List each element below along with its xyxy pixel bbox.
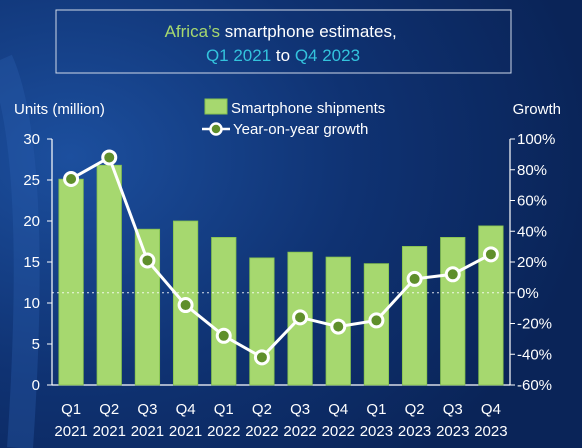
x-tick-label-year: 2021: [131, 423, 164, 440]
background-swoosh: [0, 54, 40, 448]
legend-swatch-marker: [209, 122, 223, 136]
x-tick-label-quarter: Q4: [328, 401, 348, 418]
y-right-tick-label: -40%: [517, 346, 552, 363]
legend: Smartphone shipments Year-on-year growth: [202, 98, 385, 138]
growth-point: [63, 170, 80, 187]
bar: [249, 257, 275, 386]
x-tick-label-year: 2023: [436, 423, 469, 440]
y-left-tick-label: 20: [23, 213, 40, 230]
x-tick-label-year: 2022: [245, 423, 278, 440]
bar: [211, 236, 237, 386]
title-part: to: [271, 46, 295, 65]
y-right-tick-label: 20%: [517, 254, 547, 271]
bar: [440, 236, 466, 386]
x-tick-label-year: 2022: [283, 423, 316, 440]
y-left-tick-label: 5: [32, 336, 40, 353]
growth-point: [406, 270, 423, 287]
title-part: Q4 2023: [295, 46, 360, 65]
title-part: smartphone estimates,: [220, 22, 397, 41]
x-tick-label-quarter: Q3: [290, 401, 310, 418]
growth-point: [139, 252, 156, 269]
x-tick-label-quarter: Q2: [99, 401, 119, 418]
legend-label-growth: Year-on-year growth: [233, 121, 368, 138]
y-right-tick-label: -20%: [517, 316, 552, 333]
x-tick-label-quarter: Q3: [137, 401, 157, 418]
y-right-tick-label: 40%: [517, 223, 547, 240]
bar: [401, 246, 428, 386]
legend-label-shipments: Smartphone shipments: [231, 100, 385, 117]
y-left-tick-label: 25: [23, 172, 40, 189]
growth-point: [368, 312, 385, 329]
y-right-tick-label: 80%: [517, 162, 547, 179]
growth-point: [482, 246, 499, 263]
x-tick-label-year: 2023: [360, 423, 393, 440]
x-tick-label-year: 2022: [207, 423, 240, 440]
y-left-tick-label: 15: [23, 254, 40, 271]
growth-point: [330, 318, 347, 335]
x-tick-label-year: 2021: [169, 423, 202, 440]
growth-point: [253, 349, 270, 366]
x-tick-label-year: 2021: [93, 423, 126, 440]
y-axis-right-title: Growth: [513, 101, 561, 118]
y-right-tick-label: -60%: [517, 377, 552, 394]
growth-point: [101, 149, 118, 166]
x-tick-label-quarter: Q3: [443, 401, 463, 418]
x-tick-label-quarter: Q4: [176, 401, 196, 418]
title-box: [55, 9, 512, 74]
bar: [58, 178, 84, 386]
x-tick-label-quarter: Q1: [214, 401, 234, 418]
plot-area: 0 5 10 15 20 25 30 -60% -40% -20% 0% 20% 40% 60% 80% 10…: [23, 131, 555, 440]
growth-point: [292, 309, 309, 326]
x-tick-label-year: 2023: [398, 423, 431, 440]
growth-point: [177, 297, 194, 314]
y-left-tick-label: 30: [23, 131, 40, 148]
chart-title: Africa’s smartphone estimates, Q1 2021 t…: [165, 22, 402, 65]
y-left-tick-label: 10: [23, 295, 40, 312]
title-part: Africa’s: [165, 22, 220, 41]
x-tick-label-year: 2022: [322, 423, 355, 440]
x-tick-label-quarter: Q2: [252, 401, 272, 418]
x-tick-label-quarter: Q1: [366, 401, 386, 418]
y-right-tick-label: 100%: [517, 131, 555, 148]
x-tick-label-quarter: Q2: [405, 401, 425, 418]
x-tick-label-year: 2023: [474, 423, 507, 440]
growth-point: [444, 266, 461, 283]
x-tick-label-year: 2021: [54, 423, 87, 440]
y-left-tick-label: 0: [32, 377, 40, 394]
growth-point: [215, 327, 232, 344]
y-right-tick-label: 0%: [517, 285, 539, 302]
title-part: Q1 2021: [206, 46, 271, 65]
bar: [96, 164, 122, 386]
x-tick-label-quarter: Q4: [481, 401, 501, 418]
legend-swatch-bar: [204, 98, 228, 115]
y-right-tick-label: 60%: [517, 193, 547, 210]
y-axis-left-title: Units (million): [14, 101, 105, 118]
x-tick-label-quarter: Q1: [61, 401, 81, 418]
